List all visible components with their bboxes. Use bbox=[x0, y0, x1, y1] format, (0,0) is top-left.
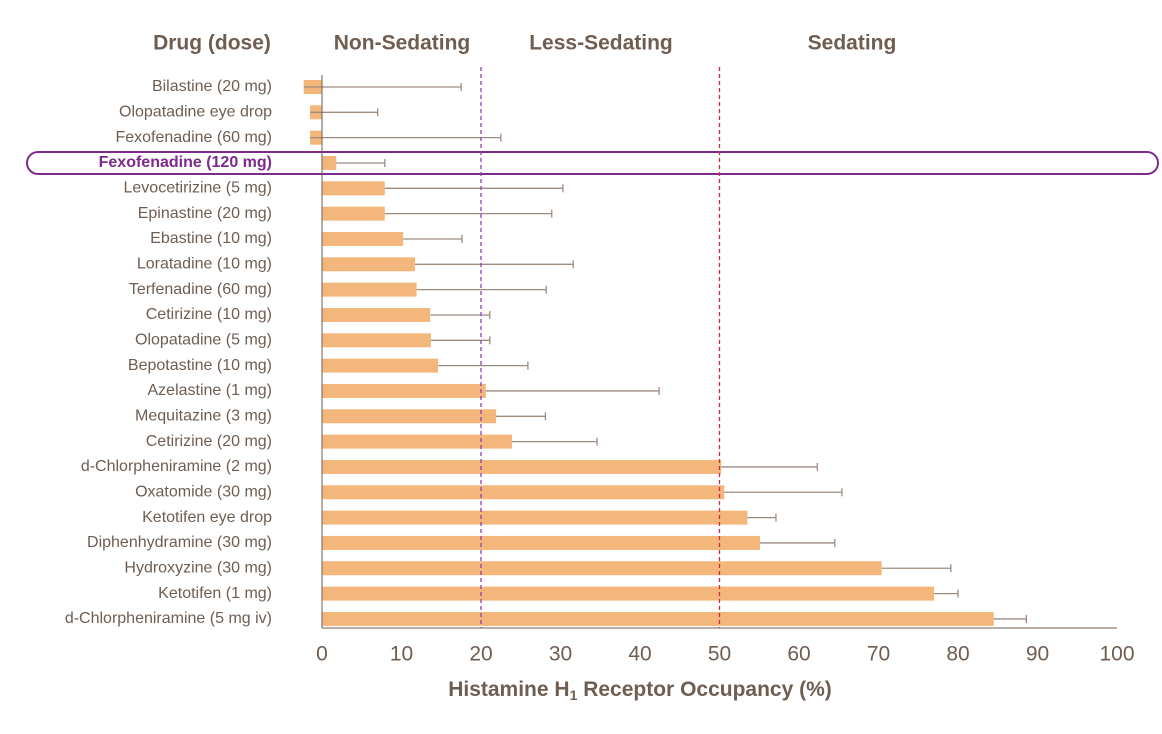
y-tick-label: Olopatadine eye drop bbox=[119, 104, 272, 121]
x-label-subscript: 1 bbox=[570, 687, 578, 703]
y-tick-label: Levocetirizine (5 mg) bbox=[124, 180, 273, 197]
bar bbox=[322, 383, 486, 398]
y-tick-label: Terfenadine (60 mg) bbox=[129, 281, 272, 298]
x-tick-label: 10 bbox=[390, 643, 413, 666]
category-header: Drug (dose) bbox=[153, 32, 271, 55]
x-tick-label: 90 bbox=[1026, 643, 1049, 666]
zone-label: Non-Sedating bbox=[334, 32, 471, 55]
bar bbox=[322, 434, 513, 449]
bar bbox=[322, 535, 761, 550]
y-tick-label: Mequitazine (3 mg) bbox=[135, 408, 272, 425]
y-tick-label: Diphenhydramine (30 mg) bbox=[87, 534, 272, 551]
y-tick-label: d-Chlorpheniramine (2 mg) bbox=[81, 458, 272, 475]
y-tick-label: Oxatomide (30 mg) bbox=[135, 483, 272, 500]
y-tick-label: Cetirizine (10 mg) bbox=[146, 306, 272, 323]
y-tick-label: Fexofenadine (120 mg) bbox=[99, 154, 272, 171]
bar bbox=[322, 333, 431, 348]
bar bbox=[322, 358, 439, 373]
x-label-suffix: Receptor Occupancy (%) bbox=[577, 678, 831, 701]
zone-label: Less-Sedating bbox=[529, 32, 673, 55]
bar bbox=[322, 561, 882, 576]
x-tick-label: 30 bbox=[549, 643, 572, 666]
y-tick-label: Epinastine (20 mg) bbox=[138, 205, 272, 222]
y-tick-label: Bepotastine (10 mg) bbox=[128, 357, 272, 374]
bar bbox=[322, 282, 417, 297]
bar bbox=[322, 409, 497, 424]
x-tick-label: 0 bbox=[316, 643, 328, 666]
x-tick-label: 40 bbox=[628, 643, 651, 666]
bar bbox=[322, 231, 404, 246]
zone-label: Sedating bbox=[808, 32, 897, 55]
bar bbox=[322, 155, 337, 170]
bar bbox=[322, 206, 385, 221]
x-axis-label: Histamine H1 Receptor Occupancy (%) bbox=[448, 678, 832, 703]
y-tick-label: Ketotifen (1 mg) bbox=[158, 585, 272, 602]
bar bbox=[322, 459, 722, 474]
bar bbox=[322, 181, 385, 196]
x-tick-label: 60 bbox=[787, 643, 810, 666]
y-tick-label: Ebastine (10 mg) bbox=[150, 230, 272, 247]
y-tick-label: Hydroxyzine (30 mg) bbox=[124, 559, 272, 576]
y-tick-label: Bilastine (20 mg) bbox=[152, 78, 272, 95]
x-tick-label: 70 bbox=[867, 643, 890, 666]
bar bbox=[322, 257, 416, 272]
y-tick-label: Fexofenadine (60 mg) bbox=[115, 129, 272, 146]
y-tick-label: Loratadine (10 mg) bbox=[137, 256, 272, 273]
y-tick-label: Azelastine (1 mg) bbox=[148, 382, 273, 399]
bar bbox=[322, 485, 725, 500]
bar bbox=[322, 586, 935, 601]
y-tick-label: Cetirizine (20 mg) bbox=[146, 433, 272, 450]
x-tick-label: 80 bbox=[946, 643, 969, 666]
x-label-text: Histamine H bbox=[448, 678, 569, 701]
x-tick-label: 50 bbox=[708, 643, 731, 666]
bar bbox=[322, 611, 994, 626]
y-tick-label: Olopatadine (5 mg) bbox=[135, 332, 272, 349]
y-tick-label: Ketotifen eye drop bbox=[142, 509, 272, 526]
highlight-frame bbox=[26, 150, 1159, 175]
bar bbox=[322, 510, 748, 525]
x-tick-label: 20 bbox=[469, 643, 492, 666]
x-tick-label: 100 bbox=[1099, 643, 1134, 666]
y-tick-label: d-Chlorpheniramine (5 mg iv) bbox=[65, 610, 272, 627]
bar bbox=[322, 307, 431, 322]
